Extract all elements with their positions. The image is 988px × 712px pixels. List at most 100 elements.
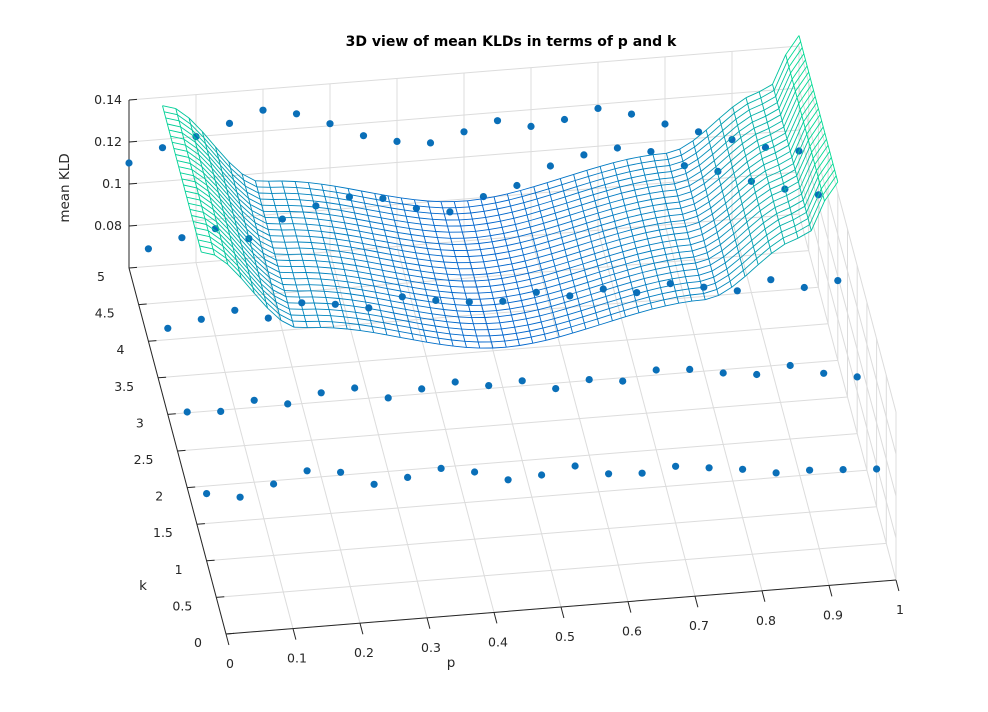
mesh-line	[267, 307, 282, 321]
mesh-line	[431, 313, 446, 317]
mesh-line	[541, 212, 556, 218]
mesh-line	[299, 247, 313, 250]
mesh-line	[256, 228, 271, 237]
mesh-line	[787, 41, 801, 62]
mesh-line	[577, 294, 592, 300]
mesh-line	[753, 121, 768, 129]
mesh-line	[404, 209, 418, 213]
mesh-line	[254, 259, 269, 272]
mesh-line	[478, 291, 492, 294]
mesh-line	[229, 201, 244, 217]
mesh-line	[487, 220, 501, 224]
mesh-line	[168, 129, 183, 134]
mesh-line	[629, 168, 644, 173]
mesh-line	[446, 321, 461, 324]
mesh-line	[389, 247, 403, 252]
mesh-line	[451, 292, 466, 294]
mesh-line	[470, 210, 485, 214]
mesh-line	[749, 103, 763, 111]
scatter-point	[493, 117, 502, 125]
scatter-point	[499, 297, 507, 305]
mesh-line	[554, 314, 568, 320]
mesh-line	[188, 202, 202, 207]
mesh-line	[211, 242, 225, 253]
mesh-line	[531, 281, 545, 286]
mesh-line	[408, 274, 423, 278]
mesh-line	[208, 155, 223, 172]
mesh-line	[320, 278, 335, 281]
mesh-line	[681, 146, 695, 156]
mesh-line	[609, 251, 623, 257]
mesh-line	[259, 277, 274, 291]
mesh-line	[555, 320, 570, 326]
mesh-line	[311, 242, 325, 245]
mesh-line	[227, 264, 242, 279]
mesh-line	[824, 181, 839, 202]
mesh-line	[407, 221, 421, 225]
mesh-line	[347, 188, 388, 336]
mesh-line	[560, 173, 574, 180]
mesh-line	[768, 231, 782, 242]
mesh-line	[272, 289, 287, 298]
mesh-line	[778, 78, 793, 109]
mesh-line	[622, 247, 637, 253]
scatter-point	[259, 106, 267, 114]
scatter-point	[370, 480, 378, 488]
scatter-point	[700, 283, 708, 291]
mesh-line	[509, 306, 524, 310]
mesh-line	[804, 108, 819, 129]
mesh-line	[573, 169, 587, 175]
mesh-line	[418, 311, 432, 315]
mesh-line	[349, 194, 364, 198]
mesh-line	[769, 237, 784, 248]
mesh-line	[322, 284, 336, 287]
mesh-line	[196, 187, 211, 198]
mesh-line	[167, 123, 181, 128]
mesh-line	[546, 283, 560, 289]
mesh-line	[822, 175, 837, 196]
mesh-line	[683, 268, 698, 272]
mesh-line	[412, 286, 426, 290]
scatter-point	[292, 110, 301, 118]
mesh-line	[330, 315, 344, 318]
mesh-line	[758, 140, 773, 147]
mesh-line	[342, 216, 357, 220]
mesh-line	[398, 284, 413, 288]
mesh-line	[316, 212, 330, 216]
mesh-line	[475, 279, 489, 282]
mesh-line	[259, 240, 274, 249]
mesh-line	[584, 318, 598, 324]
mesh-line	[245, 262, 260, 278]
scatter-point	[613, 144, 622, 152]
mesh-line	[357, 271, 371, 275]
mesh-line	[585, 324, 600, 330]
mesh-line	[362, 242, 377, 247]
mesh-line	[599, 166, 640, 313]
mesh-line	[334, 185, 349, 189]
mesh-line	[763, 102, 778, 111]
mesh-line	[422, 229, 436, 232]
z-axis-label: mean KLD	[57, 153, 73, 222]
mesh-line	[812, 138, 827, 159]
mesh-line	[162, 105, 176, 110]
mesh-line	[622, 195, 637, 200]
back-wall-grid-line	[128, 171, 800, 227]
scatter-point	[359, 132, 368, 140]
mesh-line	[716, 280, 731, 290]
mesh-line	[488, 226, 503, 231]
mesh-line	[210, 161, 224, 178]
mesh-line	[677, 244, 691, 247]
mesh-line	[199, 160, 214, 175]
mesh-line	[405, 262, 420, 266]
mesh-line	[661, 183, 675, 186]
mesh-line	[410, 280, 424, 284]
mesh-line	[353, 305, 368, 309]
mesh-line	[283, 186, 297, 189]
mesh-line	[803, 102, 818, 123]
mesh-line	[326, 202, 340, 205]
mesh-line	[627, 265, 641, 271]
mesh-line	[668, 264, 683, 268]
mesh-line	[667, 207, 681, 211]
mesh-line	[185, 190, 199, 195]
mesh-line	[364, 249, 378, 253]
